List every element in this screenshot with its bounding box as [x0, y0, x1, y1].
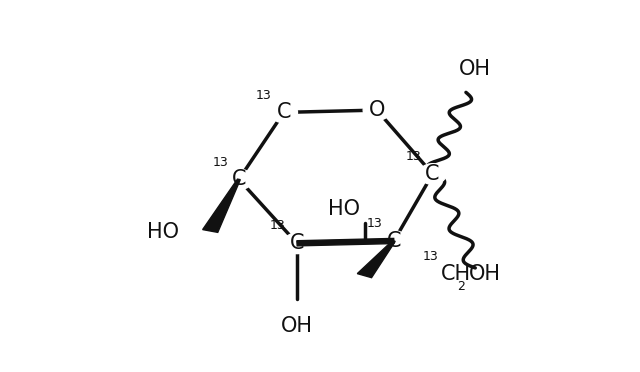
Text: OH: OH — [469, 264, 501, 284]
Text: O: O — [369, 100, 385, 120]
Ellipse shape — [270, 102, 298, 123]
Ellipse shape — [419, 164, 446, 184]
Text: C: C — [276, 102, 291, 122]
Text: 13: 13 — [256, 89, 272, 102]
Text: 13: 13 — [366, 217, 382, 230]
Text: 13: 13 — [269, 219, 285, 232]
Ellipse shape — [380, 231, 408, 251]
Ellipse shape — [284, 233, 310, 254]
Ellipse shape — [363, 100, 390, 121]
Polygon shape — [297, 238, 394, 246]
Polygon shape — [203, 179, 240, 232]
Text: C: C — [426, 164, 440, 184]
Text: HO: HO — [328, 199, 360, 219]
Text: 13: 13 — [212, 155, 228, 169]
Ellipse shape — [225, 169, 253, 190]
Text: 2: 2 — [457, 280, 465, 294]
Polygon shape — [357, 241, 396, 278]
Text: CH: CH — [440, 264, 470, 284]
Text: HO: HO — [147, 222, 179, 242]
Text: C: C — [232, 169, 246, 189]
Text: 13: 13 — [406, 150, 422, 163]
Text: 13: 13 — [423, 250, 439, 263]
Text: C: C — [290, 233, 304, 253]
Text: C: C — [387, 231, 401, 251]
Text: OH: OH — [281, 317, 313, 336]
Text: OH: OH — [460, 59, 492, 79]
